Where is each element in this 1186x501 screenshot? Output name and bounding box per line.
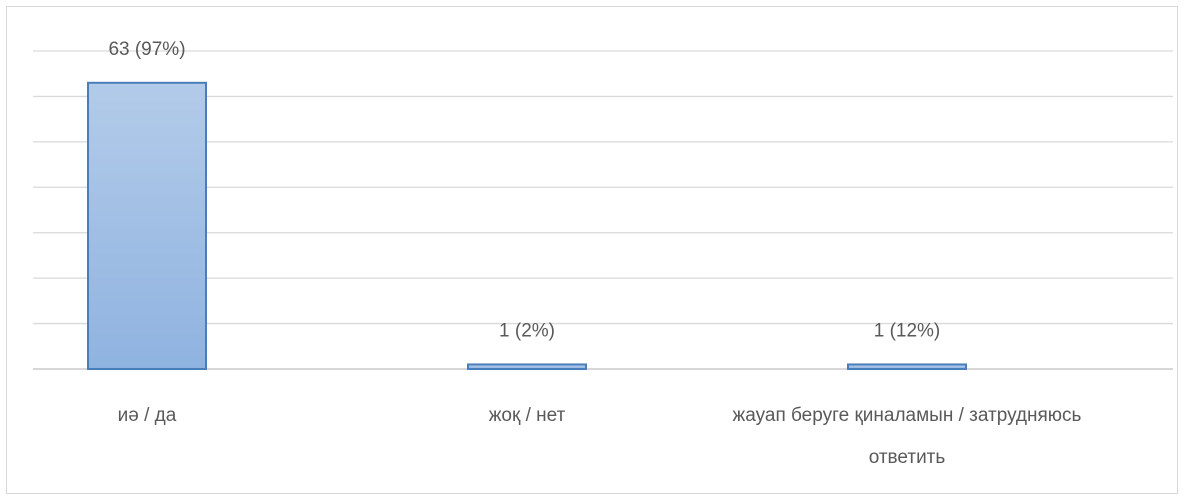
category-label: иә / да — [118, 405, 177, 426]
category-labels: иә / да жоқ / нет жауап беруге қиналамын /… — [118, 405, 1082, 468]
bar-chart: 63 (97%) 1 (2%) 1 (12%) иә / да жоқ / нет жа… — [33, 39, 1173, 468]
data-label: 1 (12%) — [874, 320, 941, 341]
bar — [87, 81, 207, 371]
category-label: ответить — [869, 447, 946, 468]
bar — [467, 363, 587, 371]
bar — [847, 363, 967, 371]
data-label: 1 (2%) — [499, 320, 555, 341]
chart-frame: 63 (97%) 1 (2%) 1 (12%) иә / да жоқ / нет жа… — [6, 6, 1178, 494]
bars — [87, 81, 967, 371]
data-label: 63 (97%) — [108, 39, 185, 60]
gridlines — [33, 50, 1173, 370]
category-label: жоқ / нет — [489, 405, 566, 426]
category-label: жауап беруге қиналамын / затрудняюсь — [733, 405, 1082, 426]
data-labels: 63 (97%) 1 (2%) 1 (12%) — [108, 39, 940, 342]
